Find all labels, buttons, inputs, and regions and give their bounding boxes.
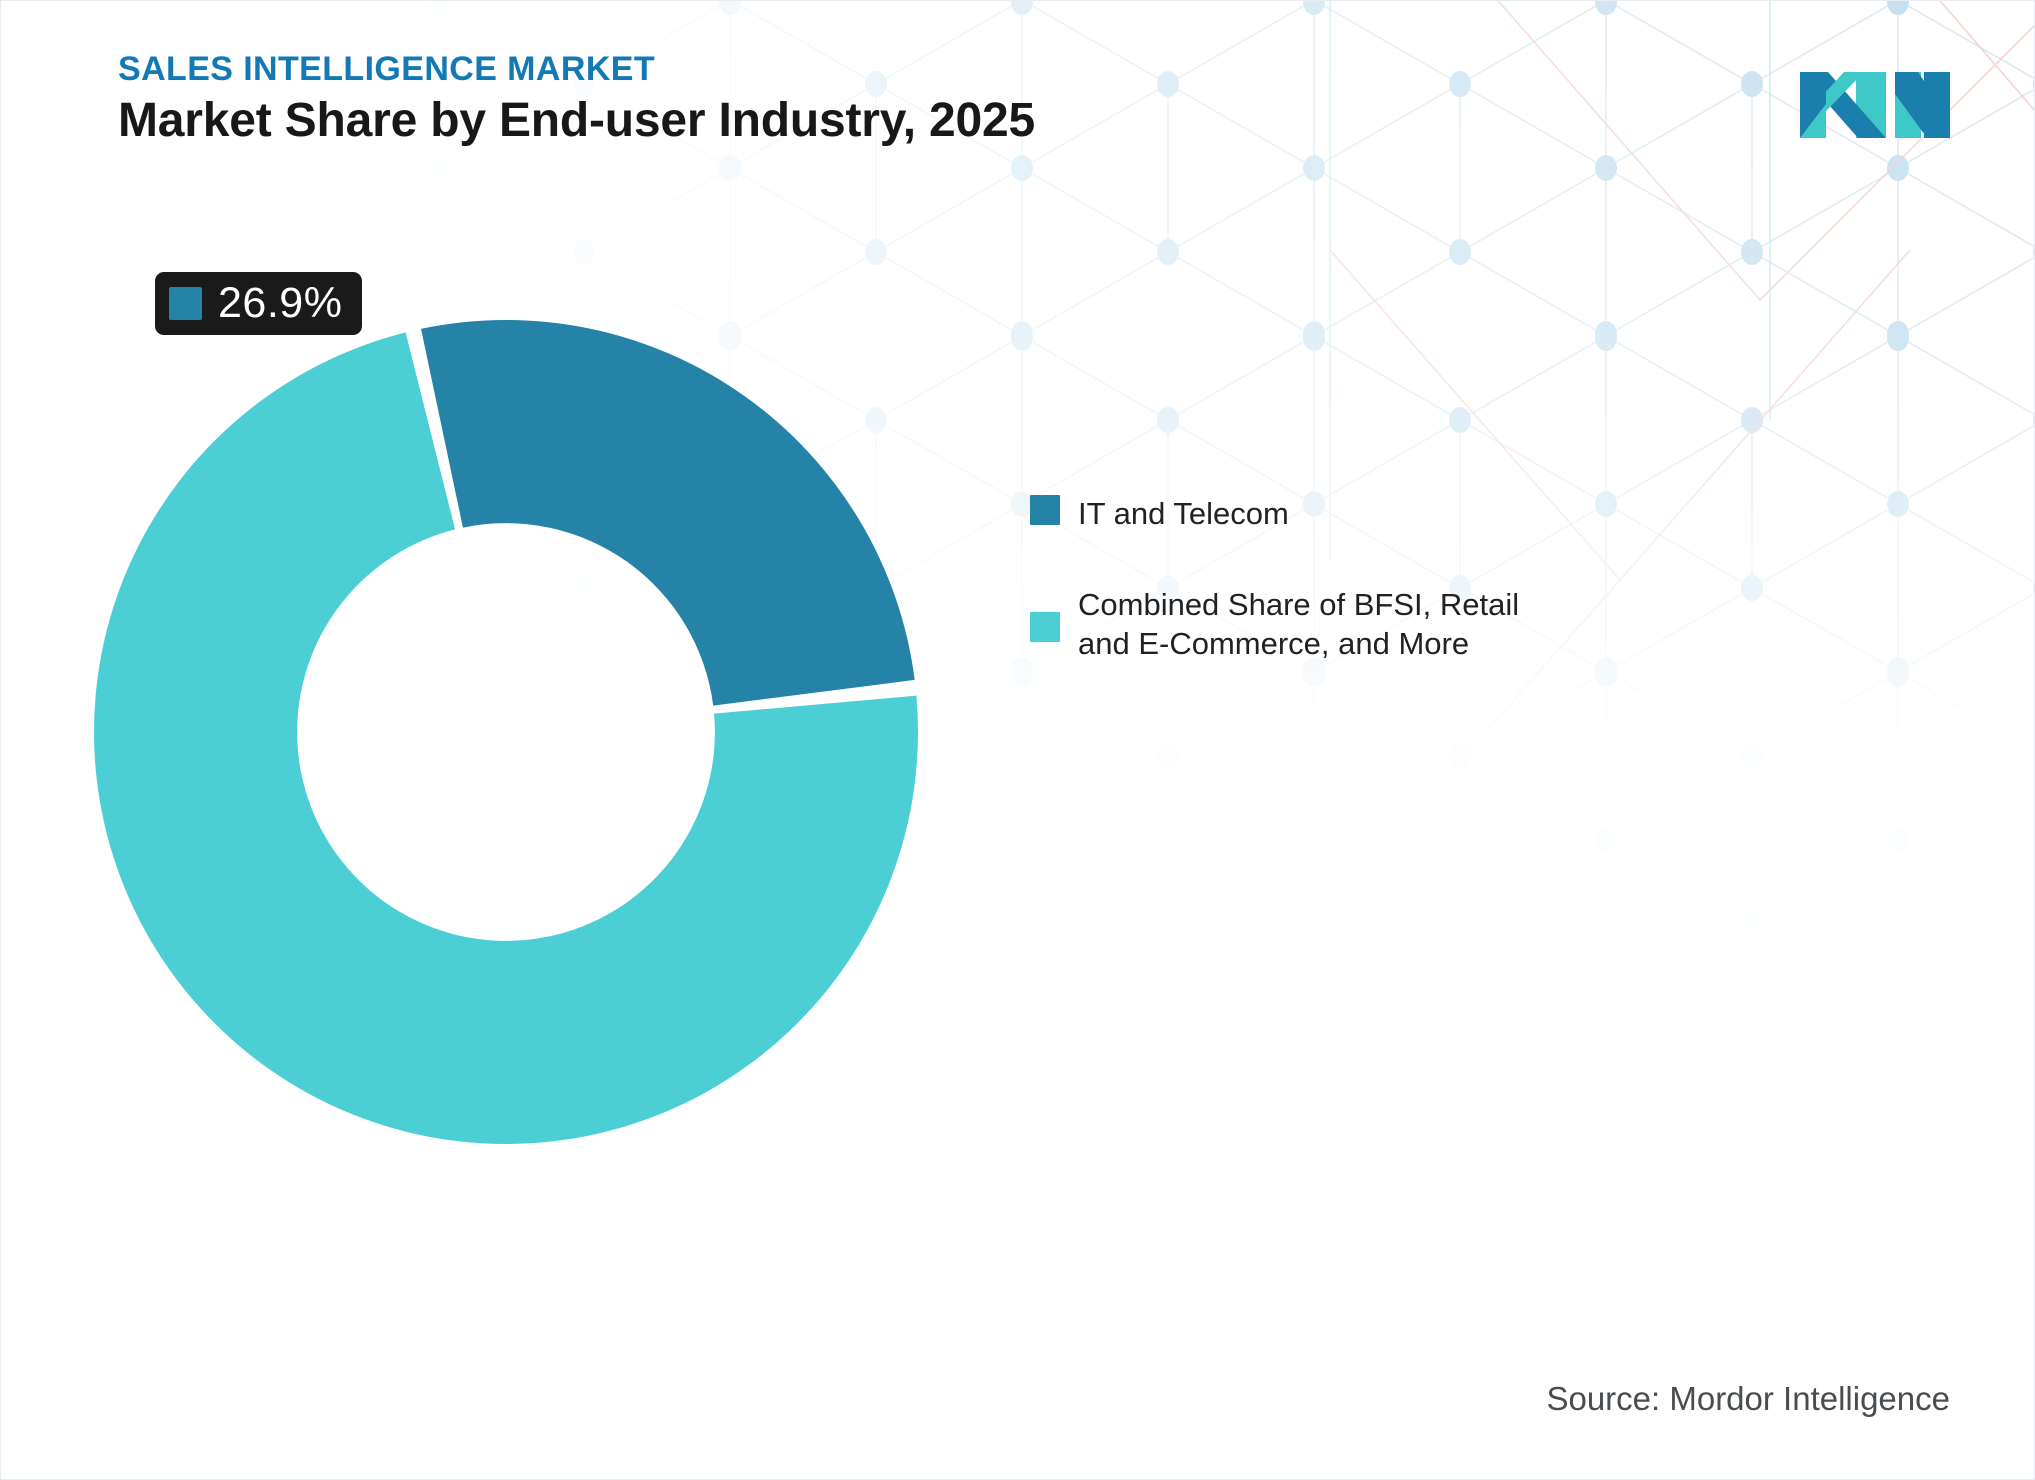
mordor-intelligence-logo bbox=[1800, 72, 1950, 138]
source-attribution: Source: Mordor Intelligence bbox=[1546, 1380, 1950, 1417]
chart-header: SALES INTELLIGENCE MARKET Market Share b… bbox=[118, 50, 1035, 147]
donut-chart: 26.9% bbox=[93, 272, 918, 1144]
chart-kicker: SALES INTELLIGENCE MARKET bbox=[118, 50, 656, 88]
legend-item-combined-share[interactable]: Combined Share of BFSI, Retail and E-Com… bbox=[1030, 586, 1670, 664]
logo-letter-n bbox=[1895, 72, 1950, 138]
donut-chart-svg bbox=[93, 319, 918, 1144]
tooltip-value-label: 26.9% bbox=[218, 279, 343, 327]
legend-item-label: Combined Share of BFSI, Retail and E-Com… bbox=[1078, 586, 1520, 661]
legend-swatch-icon bbox=[1030, 611, 1060, 642]
data-label-tooltip: 26.9% bbox=[155, 272, 363, 335]
page-title: Market Share by End-user Industry, 2025 bbox=[118, 93, 1035, 147]
legend-swatch-icon bbox=[1030, 495, 1060, 525]
donut-slice-it-and-telecom[interactable] bbox=[421, 319, 915, 706]
legend-item-label: IT and Telecom bbox=[1078, 496, 1289, 531]
logo-letter-m bbox=[1800, 72, 1886, 138]
chart-legend: IT and Telecom Combined Share of BFSI, R… bbox=[1030, 495, 1670, 715]
tooltip-color-swatch bbox=[169, 287, 202, 320]
legend-item-it-and-telecom[interactable]: IT and Telecom bbox=[1030, 495, 1670, 534]
